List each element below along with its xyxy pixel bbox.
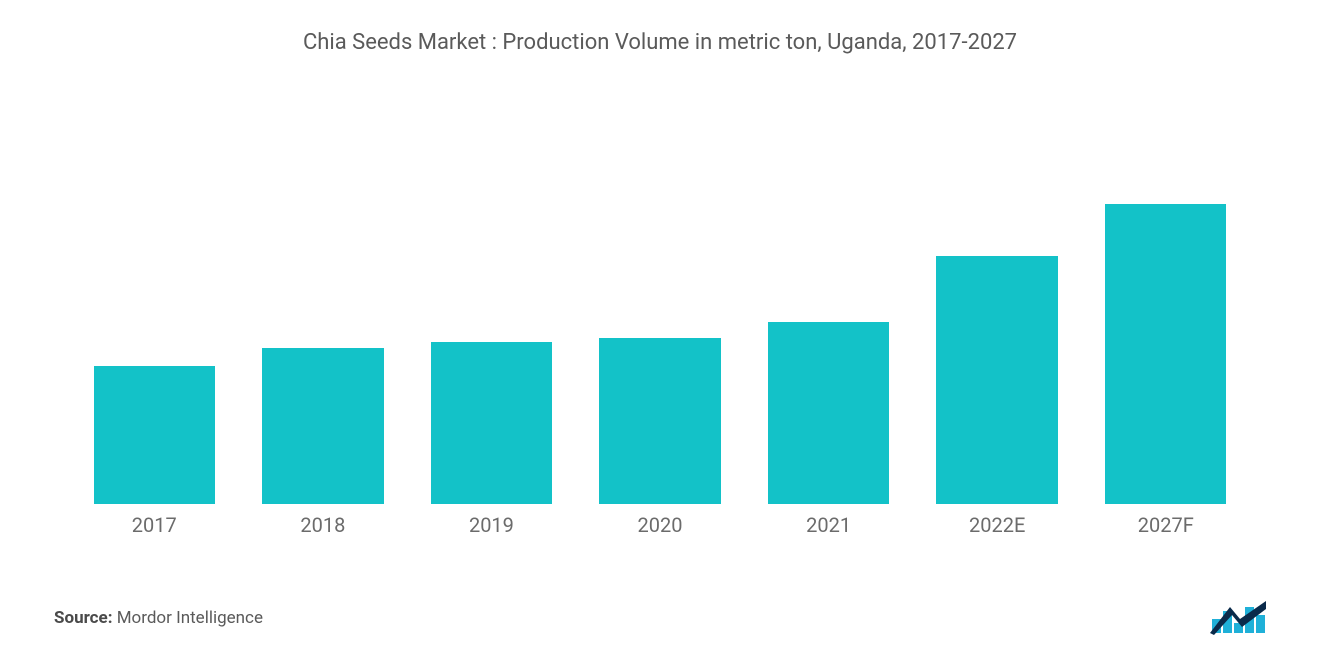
x-label: 2022E	[913, 513, 1082, 537]
chart-title: Chia Seeds Market : Production Volume in…	[50, 30, 1270, 55]
x-label: 2020	[576, 513, 745, 537]
bar-2018	[262, 348, 383, 504]
bar-2019	[431, 342, 552, 504]
bar-slot	[239, 95, 408, 504]
bar-slot	[1081, 95, 1250, 504]
mordor-logo-icon	[1210, 601, 1266, 635]
chart-container: Chia Seeds Market : Production Volume in…	[0, 0, 1320, 665]
bar-2022e	[936, 256, 1057, 504]
bar-2021	[768, 322, 889, 504]
bar-slot	[576, 95, 745, 504]
x-axis-labels: 2017 2018 2019 2020 2021 2022E 2027F	[60, 505, 1260, 537]
x-label: 2018	[239, 513, 408, 537]
bar-slot	[913, 95, 1082, 504]
x-label: 2017	[70, 513, 239, 537]
source-label: Source:	[54, 608, 112, 628]
bar-2020	[599, 338, 720, 504]
bar-slot	[407, 95, 576, 504]
source-line: Source: Mordor Intelligence	[54, 608, 263, 628]
chart-footer: Source: Mordor Intelligence	[50, 601, 1270, 635]
x-label: 2019	[407, 513, 576, 537]
bar-2027f	[1105, 204, 1226, 504]
bar-slot	[70, 95, 239, 504]
x-label: 2027F	[1081, 513, 1250, 537]
x-label: 2021	[744, 513, 913, 537]
bars-row	[60, 95, 1260, 505]
bar-2017	[94, 366, 215, 504]
bar-slot	[744, 95, 913, 504]
plot-area: 2017 2018 2019 2020 2021 2022E 2027F	[50, 65, 1270, 541]
source-value: Mordor Intelligence	[117, 608, 263, 628]
